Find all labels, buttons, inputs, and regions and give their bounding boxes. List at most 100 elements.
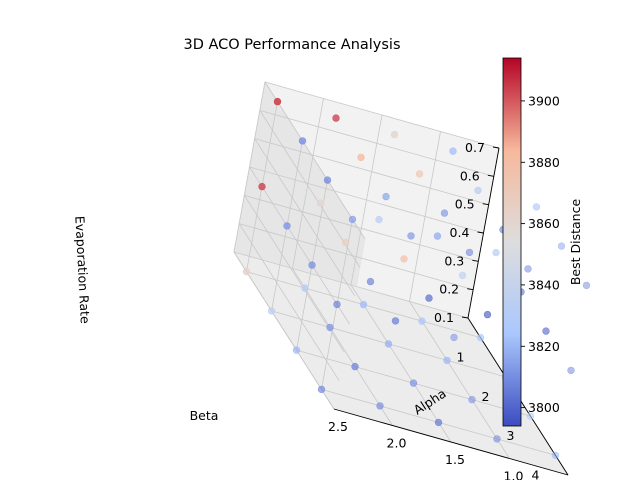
data-point (242, 267, 251, 276)
data-point (400, 255, 408, 263)
y-tick-label: 1 (457, 350, 465, 365)
z-tick-mark (487, 174, 494, 177)
data-point (532, 203, 541, 211)
data-point (323, 176, 332, 184)
grid-line-z-side (238, 223, 340, 381)
data-point (382, 192, 390, 201)
grid-line-z-back (239, 223, 474, 291)
grid-line-alpha-floor (292, 268, 393, 426)
data-point (476, 333, 485, 342)
data-point (376, 402, 384, 410)
data-point (292, 346, 301, 354)
data-point (433, 232, 442, 240)
data-point (258, 182, 266, 191)
x-axis-line (333, 408, 569, 476)
colorbar-tick-label: 3820 (528, 339, 560, 354)
data-point (526, 412, 535, 420)
data-point (524, 265, 532, 273)
data-point (326, 323, 334, 332)
data-point (557, 242, 566, 250)
data-point (316, 199, 325, 207)
z-tick-mark (467, 288, 474, 291)
data-point (341, 238, 350, 247)
data-point (308, 261, 316, 269)
colorbar-tick-label: 3860 (528, 216, 560, 231)
z-tick-label: 0.3 (444, 253, 464, 268)
grid-line-alpha-floor (350, 284, 452, 443)
colorbar: 3800 3820 3840 3860 3880 3900 (502, 57, 560, 427)
data-point (384, 340, 393, 348)
data-point (425, 294, 433, 302)
data-point (391, 317, 400, 325)
z-tick-label: 0.2 (439, 282, 459, 297)
data-point (493, 435, 501, 443)
y-axis-label: Beta (190, 408, 219, 423)
data-point (440, 209, 449, 217)
data-point (283, 222, 291, 230)
z-tick-mark (482, 203, 489, 206)
data-point (415, 170, 424, 178)
y-tick-label: 2 (482, 389, 490, 404)
grid-line-alpha-floor (409, 301, 510, 459)
grid-line-z-side (249, 166, 350, 325)
data-point (542, 327, 550, 335)
data-point (273, 97, 282, 106)
z-tick-label: 0.1 (434, 310, 454, 325)
data-point (458, 271, 467, 280)
data-point (418, 317, 426, 325)
data-point (551, 451, 560, 460)
x-tick-label: 1.5 (445, 452, 465, 467)
colorbar-tick-label: 3800 (528, 400, 560, 415)
grid-line-z-back (233, 251, 469, 319)
colorbar-tick-label: 3840 (528, 277, 560, 292)
grid-line-z-side (264, 81, 366, 240)
data-point (434, 418, 443, 427)
x-tick-label: 2.0 (387, 436, 407, 451)
grid-line-z-back (264, 81, 500, 149)
colorbar-gradient (502, 57, 522, 427)
data-point (332, 114, 340, 122)
colorbar-tick-label: 3880 (528, 155, 560, 170)
grid-line-z-back (249, 166, 484, 234)
data-point (351, 362, 359, 371)
data-point (375, 215, 383, 224)
z-tick-label: 0.6 (460, 168, 480, 183)
data-point (582, 281, 591, 290)
grid-line-z-back (259, 109, 494, 177)
z-tick-label: 0.4 (450, 225, 470, 240)
grid-line-z-back (254, 138, 489, 206)
data-point (357, 153, 365, 162)
data-point (390, 130, 399, 139)
data-point (333, 300, 341, 309)
grid-line-z-side (233, 251, 335, 410)
z-tick-label: 0.7 (465, 140, 485, 155)
data-point (359, 300, 368, 309)
z-tick-mark (472, 259, 479, 262)
data-point (267, 307, 276, 315)
chart-title: 3D ACO Performance Analysis (183, 37, 400, 53)
colorbar-label: Best Distance (568, 199, 583, 286)
data-point (483, 310, 492, 319)
data-point (409, 379, 418, 387)
data-point (301, 284, 309, 292)
y-tick-label: 4 (532, 467, 540, 480)
data-point (298, 137, 307, 145)
data-point (348, 215, 357, 224)
data-point (468, 395, 476, 404)
data-point (567, 366, 575, 375)
z-tick-mark (492, 146, 500, 149)
data-point (450, 333, 458, 342)
data-point (492, 248, 500, 257)
grid-line-z-back (244, 194, 479, 262)
data-point (474, 186, 482, 195)
data-point (366, 277, 375, 286)
z-axis-label: Evaporation Rate (72, 215, 93, 324)
z-tick-mark (477, 231, 484, 234)
z-tick-label: 0.5 (455, 197, 475, 212)
data-point (317, 385, 326, 394)
x-tick-label: 1.0 (504, 469, 524, 480)
z-tick-mark (461, 316, 469, 319)
